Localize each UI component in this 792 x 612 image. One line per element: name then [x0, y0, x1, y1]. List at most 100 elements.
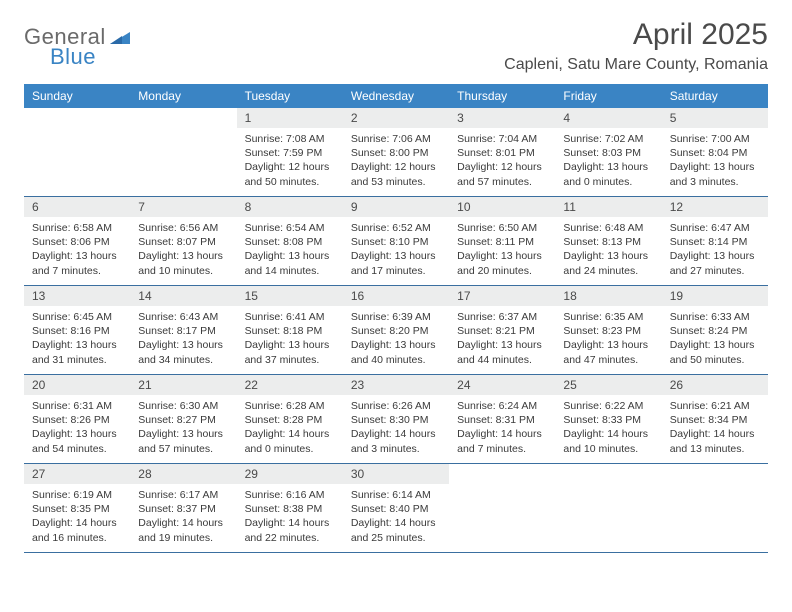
day-number: 4 [555, 108, 661, 128]
title-block: April 2025 Capleni, Satu Mare County, Ro… [504, 18, 768, 74]
daylight-text: Daylight: 14 hours and 22 minutes. [245, 516, 335, 544]
day-details: Sunrise: 6:43 AMSunset: 8:17 PMDaylight:… [130, 306, 236, 373]
day-number: 27 [24, 464, 130, 484]
daylight-text: Daylight: 13 hours and 3 minutes. [670, 160, 760, 188]
day-cell: 25Sunrise: 6:22 AMSunset: 8:33 PMDayligh… [555, 375, 661, 463]
day-details: Sunrise: 6:37 AMSunset: 8:21 PMDaylight:… [449, 306, 555, 373]
day-cell: 18Sunrise: 6:35 AMSunset: 8:23 PMDayligh… [555, 286, 661, 374]
day-details: Sunrise: 6:16 AMSunset: 8:38 PMDaylight:… [237, 484, 343, 551]
sunrise-text: Sunrise: 7:02 AM [563, 132, 653, 146]
day-details: Sunrise: 6:52 AMSunset: 8:10 PMDaylight:… [343, 217, 449, 284]
week-row: 27Sunrise: 6:19 AMSunset: 8:35 PMDayligh… [24, 464, 768, 553]
day-details: Sunrise: 6:50 AMSunset: 8:11 PMDaylight:… [449, 217, 555, 284]
day-details: Sunrise: 6:45 AMSunset: 8:16 PMDaylight:… [24, 306, 130, 373]
daylight-text: Daylight: 13 hours and 0 minutes. [563, 160, 653, 188]
daylight-text: Daylight: 13 hours and 54 minutes. [32, 427, 122, 455]
day-number: 7 [130, 197, 236, 217]
day-details: Sunrise: 6:39 AMSunset: 8:20 PMDaylight:… [343, 306, 449, 373]
sunrise-text: Sunrise: 6:39 AM [351, 310, 441, 324]
daylight-text: Daylight: 14 hours and 0 minutes. [245, 427, 335, 455]
day-number: 18 [555, 286, 661, 306]
sunrise-text: Sunrise: 6:45 AM [32, 310, 122, 324]
day-details: Sunrise: 6:30 AMSunset: 8:27 PMDaylight:… [130, 395, 236, 462]
day-number: 8 [237, 197, 343, 217]
day-details: Sunrise: 6:47 AMSunset: 8:14 PMDaylight:… [662, 217, 768, 284]
sunrise-text: Sunrise: 6:35 AM [563, 310, 653, 324]
sunrise-text: Sunrise: 6:43 AM [138, 310, 228, 324]
day-cell [449, 464, 555, 552]
day-details: Sunrise: 7:06 AMSunset: 8:00 PMDaylight:… [343, 128, 449, 195]
day-number: 11 [555, 197, 661, 217]
daylight-text: Daylight: 13 hours and 7 minutes. [32, 249, 122, 277]
sunset-text: Sunset: 8:18 PM [245, 324, 335, 338]
sunset-text: Sunset: 8:26 PM [32, 413, 122, 427]
day-cell: 11Sunrise: 6:48 AMSunset: 8:13 PMDayligh… [555, 197, 661, 285]
day-cell: 23Sunrise: 6:26 AMSunset: 8:30 PMDayligh… [343, 375, 449, 463]
sunrise-text: Sunrise: 6:58 AM [32, 221, 122, 235]
sunset-text: Sunset: 8:37 PM [138, 502, 228, 516]
day-cell [130, 108, 236, 196]
sunset-text: Sunset: 8:20 PM [351, 324, 441, 338]
sunrise-text: Sunrise: 6:28 AM [245, 399, 335, 413]
day-details: Sunrise: 7:08 AMSunset: 7:59 PMDaylight:… [237, 128, 343, 195]
weekday-header-row: Sunday Monday Tuesday Wednesday Thursday… [24, 84, 768, 108]
week-row: 20Sunrise: 6:31 AMSunset: 8:26 PMDayligh… [24, 375, 768, 464]
day-details: Sunrise: 6:17 AMSunset: 8:37 PMDaylight:… [130, 484, 236, 551]
day-cell: 28Sunrise: 6:17 AMSunset: 8:37 PMDayligh… [130, 464, 236, 552]
page-header: General Blue April 2025 Capleni, Satu Ma… [24, 18, 768, 74]
day-number: 22 [237, 375, 343, 395]
daylight-text: Daylight: 14 hours and 25 minutes. [351, 516, 441, 544]
day-details: Sunrise: 6:22 AMSunset: 8:33 PMDaylight:… [555, 395, 661, 462]
daylight-text: Daylight: 14 hours and 16 minutes. [32, 516, 122, 544]
day-cell [555, 464, 661, 552]
dayname-saturday: Saturday [662, 84, 768, 108]
day-number: 25 [555, 375, 661, 395]
day-details: Sunrise: 6:58 AMSunset: 8:06 PMDaylight:… [24, 217, 130, 284]
daylight-text: Daylight: 13 hours and 44 minutes. [457, 338, 547, 366]
daylight-text: Daylight: 13 hours and 14 minutes. [245, 249, 335, 277]
day-cell: 13Sunrise: 6:45 AMSunset: 8:16 PMDayligh… [24, 286, 130, 374]
daylight-text: Daylight: 14 hours and 3 minutes. [351, 427, 441, 455]
sunset-text: Sunset: 8:34 PM [670, 413, 760, 427]
day-number: 28 [130, 464, 236, 484]
day-number: 19 [662, 286, 768, 306]
brand-logo: General Blue [24, 18, 130, 50]
sunrise-text: Sunrise: 7:08 AM [245, 132, 335, 146]
day-cell: 6Sunrise: 6:58 AMSunset: 8:06 PMDaylight… [24, 197, 130, 285]
location-subtitle: Capleni, Satu Mare County, Romania [504, 56, 768, 74]
day-details: Sunrise: 6:24 AMSunset: 8:31 PMDaylight:… [449, 395, 555, 462]
day-number: 26 [662, 375, 768, 395]
brand-mark-icon [110, 30, 130, 49]
day-details: Sunrise: 6:26 AMSunset: 8:30 PMDaylight:… [343, 395, 449, 462]
daylight-text: Daylight: 13 hours and 20 minutes. [457, 249, 547, 277]
sunset-text: Sunset: 8:00 PM [351, 146, 441, 160]
day-number: 3 [449, 108, 555, 128]
sunrise-text: Sunrise: 6:30 AM [138, 399, 228, 413]
day-cell: 1Sunrise: 7:08 AMSunset: 7:59 PMDaylight… [237, 108, 343, 196]
dayname-sunday: Sunday [24, 84, 130, 108]
calendar-page: General Blue April 2025 Capleni, Satu Ma… [0, 0, 792, 571]
sunset-text: Sunset: 8:40 PM [351, 502, 441, 516]
day-details: Sunrise: 6:21 AMSunset: 8:34 PMDaylight:… [662, 395, 768, 462]
day-number: 9 [343, 197, 449, 217]
sunrise-text: Sunrise: 6:50 AM [457, 221, 547, 235]
day-details: Sunrise: 6:54 AMSunset: 8:08 PMDaylight:… [237, 217, 343, 284]
sunset-text: Sunset: 8:04 PM [670, 146, 760, 160]
day-cell [662, 464, 768, 552]
sunset-text: Sunset: 8:35 PM [32, 502, 122, 516]
day-number: 10 [449, 197, 555, 217]
sunset-text: Sunset: 8:33 PM [563, 413, 653, 427]
day-cell: 21Sunrise: 6:30 AMSunset: 8:27 PMDayligh… [130, 375, 236, 463]
day-cell: 17Sunrise: 6:37 AMSunset: 8:21 PMDayligh… [449, 286, 555, 374]
sunrise-text: Sunrise: 6:16 AM [245, 488, 335, 502]
sunset-text: Sunset: 8:08 PM [245, 235, 335, 249]
day-number: 5 [662, 108, 768, 128]
day-number: 23 [343, 375, 449, 395]
sunset-text: Sunset: 8:31 PM [457, 413, 547, 427]
day-cell: 7Sunrise: 6:56 AMSunset: 8:07 PMDaylight… [130, 197, 236, 285]
dayname-friday: Friday [555, 84, 661, 108]
sunrise-text: Sunrise: 6:22 AM [563, 399, 653, 413]
day-number: 21 [130, 375, 236, 395]
sunrise-text: Sunrise: 6:24 AM [457, 399, 547, 413]
sunrise-text: Sunrise: 6:52 AM [351, 221, 441, 235]
